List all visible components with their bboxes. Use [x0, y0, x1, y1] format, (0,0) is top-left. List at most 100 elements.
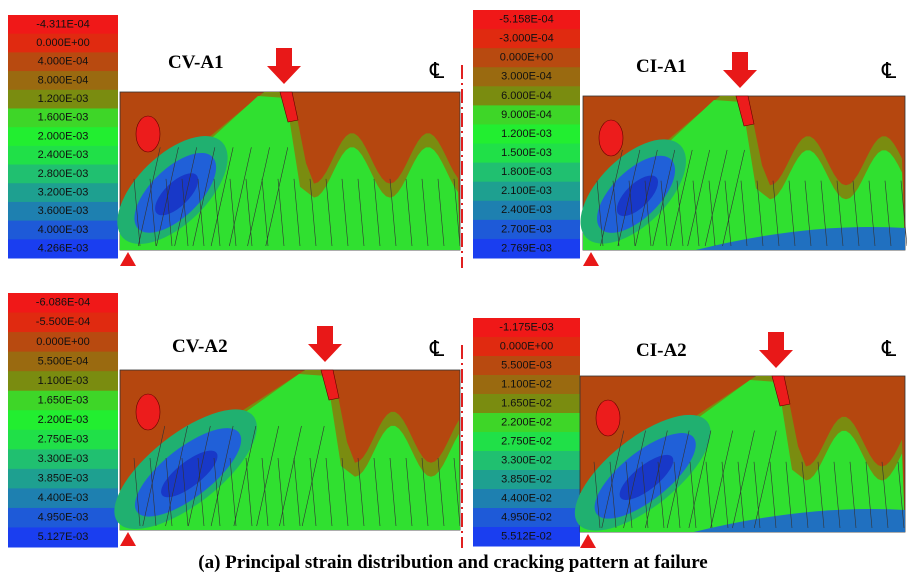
crack-line: [804, 180, 812, 247]
legend-label: 0.000E+00: [500, 340, 554, 352]
legend-label: 3.850E-02: [501, 473, 552, 485]
crack-line: [174, 147, 197, 247]
legend-label: 5.500E-03: [501, 359, 552, 371]
load-arrow: [759, 332, 793, 368]
legend-swatch: [473, 470, 580, 490]
legend-swatch: [8, 527, 118, 548]
legend-label: 1.200E-03: [501, 128, 552, 140]
legend-label: -5.500E-04: [36, 316, 90, 328]
crack-line: [405, 178, 413, 247]
panel-title: CV-A2: [172, 336, 228, 357]
crack-line: [820, 180, 828, 247]
centerline-symbol: ℄: [881, 59, 897, 84]
legend-label: 2.400E-03: [501, 204, 552, 216]
crack-line: [192, 147, 216, 247]
legend-swatch: [473, 413, 580, 433]
support: [580, 534, 596, 548]
legend-label: 3.000E-04: [501, 71, 552, 83]
legend-swatch: [8, 239, 118, 259]
crack-line: [612, 180, 620, 247]
crack-line: [453, 457, 461, 527]
compression-spot: [135, 393, 161, 431]
crack-line: [635, 149, 658, 247]
legend-label: -4.311E-04: [36, 18, 90, 30]
crack-line: [265, 147, 289, 247]
legend-swatch: [8, 312, 118, 333]
legend-swatch: [8, 52, 118, 72]
legend-label: -5.158E-04: [499, 13, 553, 25]
deep-blue-zone: [619, 454, 674, 500]
crack-line: [437, 457, 445, 527]
legend-swatch: [473, 181, 580, 202]
load-zone: [320, 369, 340, 401]
legend-swatch: [473, 67, 580, 87]
legend-label: 9.000E-04: [501, 109, 552, 121]
legend-swatch: [8, 351, 118, 372]
crack-line: [673, 461, 681, 529]
crack-line: [229, 178, 237, 247]
caption: (a) Principal strain distribution and cr…: [198, 552, 707, 573]
legend-swatch: [8, 33, 118, 53]
crack-line: [666, 430, 690, 529]
legend-label: 3.200E-03: [38, 186, 89, 198]
panel-title: CI-A1: [636, 56, 687, 77]
crack-line: [165, 425, 188, 527]
legend-swatch: [8, 127, 118, 147]
crack-line: [341, 178, 349, 247]
crack-line: [753, 461, 761, 529]
crack-line: [309, 178, 317, 247]
crack-line: [737, 461, 745, 529]
crack-line: [357, 178, 365, 247]
legend-swatch: [8, 410, 118, 431]
legend-label: 1.800E-03: [501, 166, 552, 178]
support: [120, 252, 136, 266]
crack-line: [593, 461, 601, 529]
crack-line: [817, 461, 825, 529]
legend-label: 2.769E-03: [501, 242, 552, 254]
crack-line: [600, 149, 623, 247]
legend-swatch: [8, 201, 118, 222]
crack-line: [437, 178, 445, 247]
crack-line: [769, 461, 777, 529]
legend-label: 2.750E-03: [38, 433, 89, 445]
crack-line: [213, 457, 221, 527]
crack-line: [724, 180, 732, 247]
green-zone: [120, 96, 460, 250]
legend-swatch: [8, 488, 118, 509]
legend-label: 1.500E-03: [501, 147, 552, 159]
crack-line: [247, 147, 270, 247]
crack-line: [756, 180, 764, 247]
crack-line: [836, 180, 844, 247]
crack-line: [197, 457, 205, 527]
crack-line: [197, 178, 205, 247]
panel-title: CI-A2: [636, 340, 687, 361]
beam-contour: [117, 91, 461, 251]
crack-line: [213, 178, 221, 247]
crack-line: [710, 430, 733, 529]
legend-swatch: [473, 219, 580, 240]
crack-line: [210, 425, 234, 527]
legend-label: 0.000E+00: [500, 52, 554, 64]
legend-swatch: [8, 371, 118, 392]
crack-line: [617, 149, 641, 247]
support: [583, 252, 599, 266]
load-arrow: [267, 48, 301, 84]
legend-swatch: [473, 86, 580, 106]
crack-line: [740, 180, 748, 247]
legend-label: 6.000E-04: [501, 90, 552, 102]
crack-line: [609, 461, 617, 529]
crack-line: [722, 149, 745, 247]
crack-line: [245, 178, 253, 247]
legend-label: 1.650E-03: [38, 394, 89, 406]
legend-label: 5.512E-02: [501, 530, 552, 542]
crack-line: [181, 178, 189, 247]
centerline-symbol: ℄: [881, 337, 897, 362]
crack-line: [133, 178, 141, 247]
crack-line: [788, 180, 796, 247]
legend-swatch: [8, 449, 118, 470]
legend-swatch: [473, 10, 580, 30]
legend-label: 3.300E-02: [501, 454, 552, 466]
legend-swatch: [473, 200, 580, 221]
legend-swatch: [473, 124, 580, 145]
legend-swatch: [8, 293, 118, 314]
